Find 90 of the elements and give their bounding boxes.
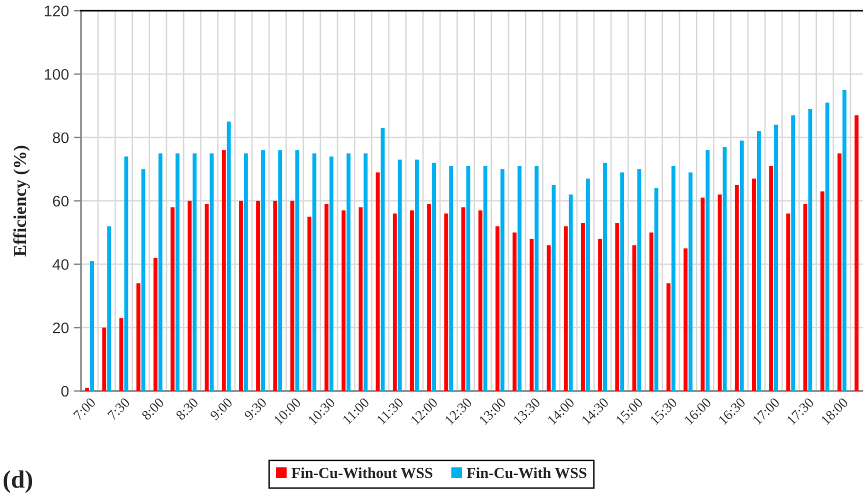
bar [820, 191, 824, 391]
y-tick-label: 100 [44, 68, 69, 80]
bar [188, 200, 192, 391]
bar [444, 214, 448, 391]
bar [671, 166, 676, 391]
bar [654, 188, 658, 391]
legend-label: Fin-Cu-With WSS [466, 467, 586, 478]
y-tick-label: 0 [61, 386, 69, 397]
bar [176, 153, 180, 391]
x-tick-label: 7:30 [107, 397, 130, 420]
bar [598, 238, 602, 391]
bar [307, 216, 312, 391]
bar [774, 124, 778, 391]
bar [649, 232, 654, 391]
bar [568, 194, 573, 391]
bar [414, 160, 419, 391]
bar [324, 204, 328, 391]
bar [700, 198, 705, 391]
bar [273, 200, 278, 391]
bar [90, 261, 94, 391]
legend-label: Fin-Cu-Without WSS [292, 467, 432, 478]
x-tick-label: 8:30 [175, 397, 199, 421]
bar [244, 153, 248, 391]
bar [312, 153, 316, 391]
bar [346, 153, 350, 391]
bar [261, 150, 265, 391]
bar [734, 185, 739, 391]
bar [483, 166, 488, 391]
y-tick-label: 20 [52, 322, 69, 334]
bar [586, 178, 590, 391]
bar [158, 153, 162, 391]
bar [500, 169, 504, 391]
bar [239, 200, 243, 391]
bar [534, 166, 539, 391]
bar [688, 172, 692, 391]
bar [842, 90, 846, 391]
bar [432, 162, 436, 391]
bar [141, 169, 146, 391]
bar [358, 207, 363, 391]
bar [684, 248, 688, 391]
bar [478, 210, 482, 391]
bar [85, 388, 90, 391]
bar [427, 204, 432, 391]
bar [398, 160, 402, 391]
bar [564, 226, 568, 391]
x-tick-label: 8:00 [141, 397, 165, 421]
bar [496, 226, 500, 391]
bar [620, 172, 624, 391]
bar [786, 214, 790, 391]
bar [136, 283, 140, 391]
bar [838, 153, 842, 391]
bar [512, 232, 517, 391]
bar [791, 115, 796, 391]
bar [530, 238, 534, 391]
bar [342, 210, 346, 391]
bar [392, 214, 397, 391]
bar [666, 283, 670, 391]
bar [102, 328, 106, 391]
bar [769, 166, 774, 391]
bar [278, 150, 282, 391]
bar [615, 223, 620, 391]
bar [226, 122, 231, 391]
y-axis-title: Efficiency (%) [13, 146, 30, 256]
bar [756, 131, 761, 391]
bar [603, 162, 607, 391]
bar [170, 207, 175, 391]
bar [752, 178, 756, 391]
bar [192, 153, 197, 391]
bar [222, 150, 226, 391]
text: (d) [4, 470, 32, 493]
bar [706, 150, 710, 391]
bar [825, 102, 830, 391]
y-tick-label: 60 [52, 196, 69, 207]
bar [364, 153, 368, 391]
bar [854, 115, 859, 391]
y-tick-label: 120 [44, 6, 69, 16]
bar [154, 258, 158, 391]
bar [107, 226, 112, 391]
bar [449, 166, 454, 391]
x-tick-label: 9:00 [209, 397, 233, 421]
y-tick-label: 40 [52, 259, 69, 270]
bar [581, 223, 585, 391]
x-tick-label: 7:00 [73, 397, 96, 420]
bar [740, 140, 744, 391]
y-tick-label: 80 [52, 132, 69, 144]
bar [329, 156, 334, 391]
bar [518, 166, 522, 391]
bar [410, 210, 414, 391]
x-tick-label: 9:30 [244, 397, 268, 421]
bar [256, 200, 260, 391]
